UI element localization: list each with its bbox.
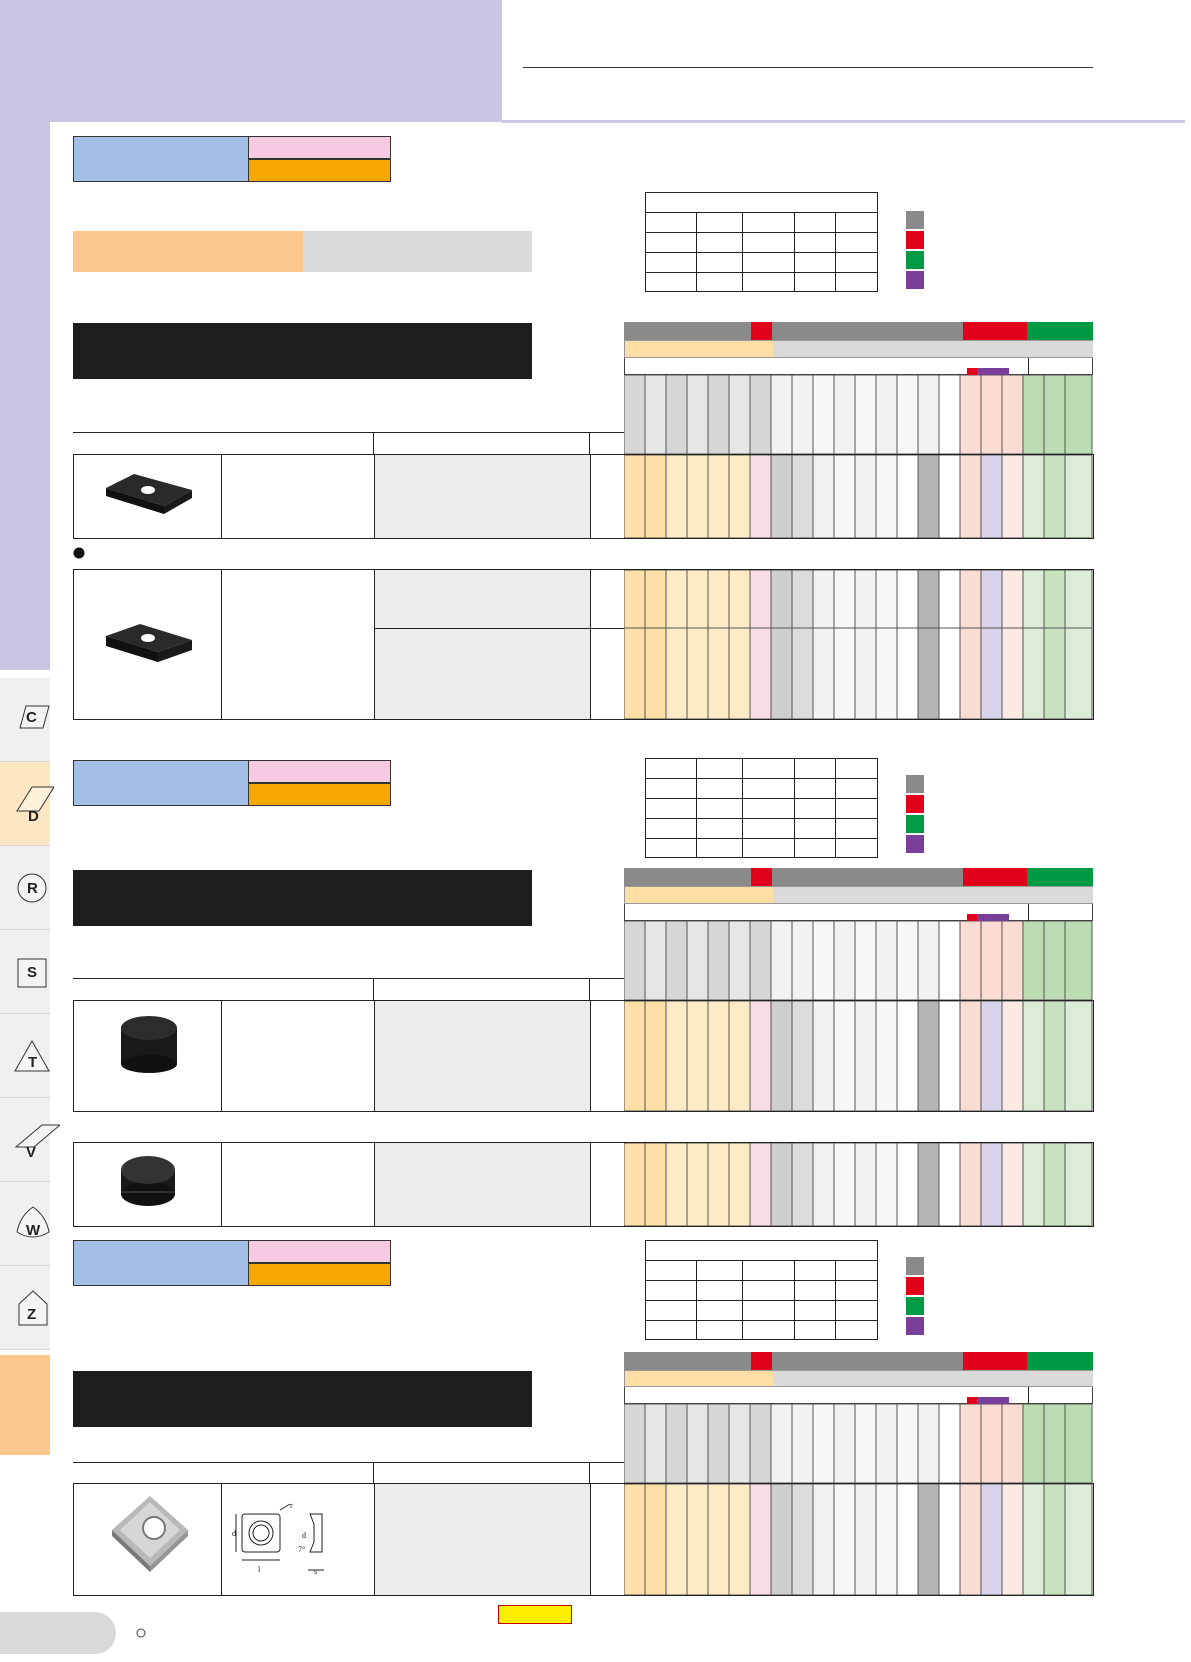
insert-dimension-drawing: d l d s 7° r — [232, 1501, 324, 1576]
grade-columns-header — [624, 1404, 1093, 1483]
table-header-rule — [73, 978, 624, 979]
grade-box-orange — [249, 159, 391, 182]
grade-columns-row — [624, 1143, 1093, 1226]
grade-header-bar — [624, 1352, 1093, 1370]
grade-box-blue — [73, 136, 249, 182]
insert-round-image — [121, 1016, 177, 1073]
product-row — [73, 569, 1094, 720]
sidebar-tab-label: S — [27, 964, 38, 981]
grade-subheader-bar — [624, 886, 1093, 904]
square-icon — [17, 958, 47, 988]
svg-text:d: d — [302, 1531, 306, 1540]
insert-diamond-image — [106, 474, 192, 514]
product-row — [73, 1142, 1094, 1227]
peach-bar — [73, 231, 303, 272]
legend-red-square — [906, 795, 924, 813]
grade-box-pink — [249, 1240, 391, 1263]
header-underline — [502, 120, 1185, 123]
grade-columns-row — [624, 1484, 1093, 1595]
grade-columns-header — [624, 375, 1093, 454]
svg-text:d: d — [232, 1529, 236, 1538]
sidebar-tab-label: T — [28, 1054, 38, 1071]
svg-text:s: s — [314, 1567, 317, 1576]
section-title-bar — [73, 870, 532, 926]
legend-grey-square — [906, 775, 924, 793]
grade-columns-row — [624, 570, 1093, 719]
sidebar-tab-active[interactable] — [0, 1355, 50, 1455]
filled-dot-icon — [73, 547, 85, 559]
sidebar-tab-z[interactable]: Z — [0, 1266, 50, 1350]
grade-box-blue — [73, 1240, 249, 1286]
grade-box-blue — [73, 760, 249, 806]
insert-diamond-image — [106, 624, 192, 662]
rhombus-icon — [14, 1124, 60, 1148]
grade-columns-row — [624, 455, 1093, 538]
grade-subheader-bar — [624, 1370, 1093, 1387]
legend-green-square — [906, 815, 924, 833]
sidebar-tab-label: C — [26, 709, 37, 726]
grade-box-pink — [249, 760, 391, 783]
pentagon-icon — [18, 1290, 48, 1326]
sidebar-tab-label: D — [28, 808, 39, 825]
table-header-rule — [73, 432, 624, 433]
sidebar-tab-label: W — [26, 1222, 41, 1239]
sidebar-band — [0, 122, 50, 670]
grey-bar — [303, 231, 532, 272]
insert-round-image — [121, 1156, 175, 1206]
footer-highlight — [498, 1605, 572, 1624]
legend-red-square — [906, 1277, 924, 1295]
circle-icon — [17, 873, 47, 903]
triangle-icon — [14, 1040, 50, 1072]
rhombus-icon — [16, 786, 54, 812]
legend-red-square — [906, 231, 924, 249]
insert-square-image — [112, 1496, 188, 1572]
circle-outline-icon — [136, 1628, 146, 1638]
sidebar-tab-label: R — [27, 880, 38, 897]
grade-box-orange — [249, 1263, 391, 1286]
grade-row-blank — [624, 1387, 1093, 1404]
sidebar-tab-r[interactable]: R — [0, 846, 50, 930]
spec-table — [645, 1240, 878, 1340]
sidebar-tab-c[interactable]: C — [0, 678, 50, 762]
sidebar-tab-s[interactable]: S — [0, 930, 50, 1014]
legend-purple-square — [906, 271, 924, 289]
grade-header-bar — [624, 322, 1093, 340]
grade-header-bar — [624, 868, 1093, 886]
sidebar-tab-label: V — [26, 1144, 37, 1161]
page-number-tab — [0, 1612, 116, 1654]
trigon-icon — [16, 1206, 50, 1238]
sidebar-tab-label: Z — [27, 1306, 37, 1323]
legend-green-square — [906, 251, 924, 269]
svg-text:l: l — [258, 1565, 261, 1574]
rhombus-icon — [19, 705, 50, 729]
sidebar-tab-t[interactable]: T — [0, 1014, 50, 1098]
grade-row-blank — [624, 358, 1093, 375]
section-title-bar — [73, 323, 532, 379]
legend-grey-square — [906, 211, 924, 229]
grade-columns-row — [624, 1001, 1093, 1111]
grade-row-blank — [624, 904, 1093, 921]
header-rule — [523, 67, 1093, 68]
legend-purple-square — [906, 1317, 924, 1335]
grade-columns-header — [624, 921, 1093, 1000]
spec-table — [645, 758, 878, 858]
grade-subheader-bar — [624, 340, 1093, 358]
table-header-rule — [73, 1462, 624, 1463]
sidebar-tab-w[interactable]: W — [0, 1182, 50, 1266]
legend-purple-square — [906, 835, 924, 853]
svg-text:r: r — [290, 1501, 293, 1510]
sidebar-tab-v[interactable]: V — [0, 1098, 60, 1182]
grade-box-orange — [249, 783, 391, 806]
section-title-bar — [73, 1371, 532, 1427]
header-band — [0, 0, 502, 122]
svg-text:7°: 7° — [298, 1545, 305, 1554]
grade-box-pink — [249, 136, 391, 159]
product-row — [73, 1000, 1094, 1112]
product-row — [73, 1483, 1094, 1596]
spec-table — [645, 192, 878, 292]
legend-green-square — [906, 1297, 924, 1315]
legend-grey-square — [906, 1257, 924, 1275]
sidebar-tab-d[interactable]: D — [0, 762, 54, 846]
